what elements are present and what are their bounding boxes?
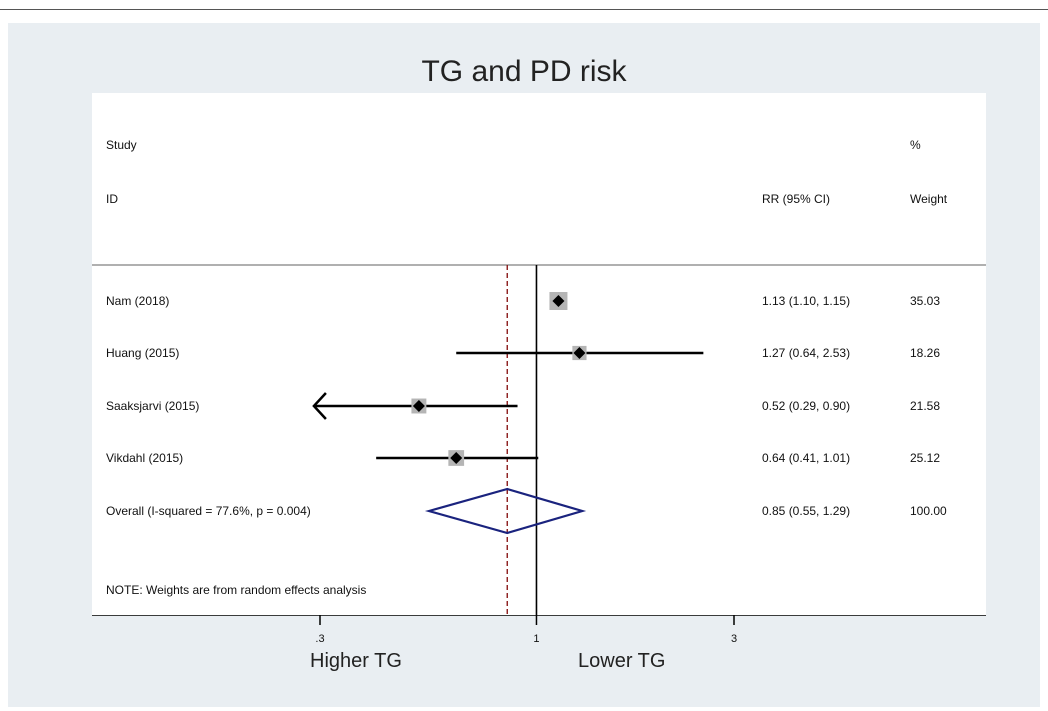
point-estimate [450,452,463,464]
axis-area: .3 1 3 Higher TG Lower TG [92,615,986,707]
point-estimate [412,400,425,412]
weight-text: 35.03 [910,294,941,308]
lower-tg-label: Lower TG [578,650,666,672]
forest-plot [92,264,986,615]
estimate-text: 0.52 (0.29, 0.90) [762,399,851,413]
x-tick-label: .3 [315,633,324,645]
header-estimate: RR (95% CI) [762,192,831,206]
point-estimate [552,295,565,307]
overall-estimate-text: 0.85 (0.55, 1.29) [762,504,851,518]
weight-text: 21.58 [910,399,941,413]
x-tick-label: 3 [731,633,737,645]
point-estimate [573,347,586,359]
top-rule [0,9,1048,10]
higher-tg-label: Higher TG [310,650,402,672]
study-label: Saaksjarvi (2015) [106,399,200,413]
header-weight: Weight [910,192,948,206]
study-label: Vikdahl (2015) [106,451,184,465]
overall-label: Overall (I-squared = 77.6%, p = 0.004) [106,504,311,518]
estimate-text: 1.13 (1.10, 1.15) [762,294,851,308]
study-label: Huang (2015) [106,346,180,360]
ci-arrow [312,392,327,420]
estimate-text: 1.27 (0.64, 2.53) [762,346,851,360]
weight-text: 25.12 [910,451,941,465]
estimate-text: 0.64 (0.41, 1.01) [762,451,851,465]
chart-note: NOTE: Weights are from random effects an… [106,583,367,597]
study-label: Nam (2018) [106,294,170,308]
weight-text: 18.26 [910,346,941,360]
header-id: ID [106,192,118,206]
header-weight-pct: % [910,138,921,152]
header-study: Study [106,138,137,152]
x-tick-label: 1 [533,633,539,645]
chart-title: TG and PD risk [421,55,627,88]
overall-weight-text: 100.00 [910,504,947,518]
plot-panel: Study ID RR (95% CI) % Weight Nam (2018)… [92,93,986,615]
overall-diamond [424,487,587,535]
chart-area: TG and PD risk Study ID RR (95% CI) % We… [8,23,1040,707]
x-axis: .3 1 3 [92,615,986,645]
